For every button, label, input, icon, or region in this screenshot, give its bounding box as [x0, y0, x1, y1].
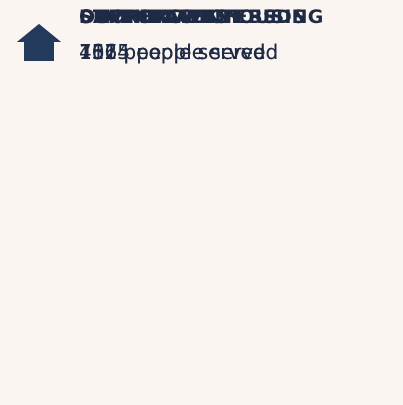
unit: people served	[123, 40, 266, 64]
count: 457	[79, 40, 118, 64]
service-label: SUPPORTIVE HOUSING	[79, 6, 324, 28]
service-count: 111 people served	[79, 40, 265, 64]
service-count: 732 people served	[79, 40, 265, 64]
count: 1665	[79, 40, 130, 64]
service-label: OUTREACH	[79, 6, 198, 28]
service-label: STABILIZATION BEDS	[79, 6, 306, 28]
unit: people served	[123, 40, 266, 64]
service-count: 1064 people served	[79, 40, 278, 64]
service-label: DROP-IN CENTERS	[79, 6, 277, 28]
count: 111	[79, 40, 118, 64]
unit: people served	[136, 40, 279, 64]
service-count: 457 people served	[79, 40, 265, 64]
house-shape	[17, 24, 61, 61]
house-icon	[17, 24, 61, 61]
service-count: 1665 people served	[79, 40, 278, 64]
service-label: SAFE HAVENS	[79, 6, 229, 28]
unit: people served	[136, 40, 279, 64]
count: 1064	[79, 40, 130, 64]
unit: people served	[123, 40, 266, 64]
count: 732	[79, 40, 118, 64]
